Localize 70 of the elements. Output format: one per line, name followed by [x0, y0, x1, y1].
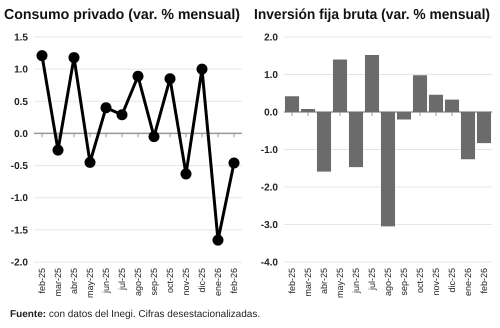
point: [84, 156, 96, 168]
x-tick-label: oct-25: [415, 268, 426, 294]
bar: [364, 55, 380, 112]
y-tick-label: -2.0: [260, 182, 278, 194]
point: [116, 109, 128, 120]
x-tick-label: feb-26: [479, 268, 490, 294]
bar: [444, 100, 460, 112]
point: [228, 158, 240, 168]
x-tick-label: ene-26: [463, 268, 474, 296]
x-tick-label: feb-26: [229, 268, 240, 294]
bar: [300, 109, 316, 112]
point: [164, 73, 176, 84]
y-tick-label: 1.0: [264, 70, 278, 81]
x-tick-label: jun-25: [101, 268, 112, 294]
y-tick-label: 2.0: [264, 32, 278, 44]
bar: [428, 94, 444, 112]
x-tick-label: abr-25: [69, 268, 80, 294]
bar: [284, 96, 300, 112]
bar: [412, 75, 428, 112]
x-tick-label: dic-25: [197, 268, 208, 293]
y-tick-label: -1.0: [10, 193, 28, 204]
x-tick-label: jul-25: [367, 268, 378, 292]
y-tick-label: 1.0: [14, 64, 28, 76]
y-tick-label: 0.0: [14, 128, 28, 140]
point: [52, 144, 64, 156]
y-tick-label: 1.5: [14, 32, 28, 44]
y-tick-label: 0.5: [14, 96, 28, 108]
x-tick-label: jun-25: [351, 268, 362, 294]
chart-title: Consumo privado (var. % mensual): [4, 7, 246, 23]
chart-title: Inversión fija bruta (var. % mensual): [254, 7, 500, 23]
y-tick-label: -0.5: [10, 161, 28, 172]
x-tick-label: may-25: [85, 268, 96, 298]
x-tick-label: feb-25: [287, 268, 298, 294]
x-tick-label: sep-25: [149, 268, 160, 296]
source-note: Fuente: con datos del Inegi. Cifras desestacionalizadas.: [10, 309, 260, 320]
x-tick-label: ago-25: [133, 268, 144, 296]
x-tick-label: mar-25: [53, 268, 64, 297]
x-tick-label: sep-25: [399, 268, 410, 296]
x-tick-label: jul-25: [117, 268, 128, 292]
y-tick-label: -3.0: [260, 220, 278, 231]
x-tick-label: nov-25: [181, 268, 192, 296]
y-tick-label: -1.0: [260, 145, 278, 156]
y-tick-label: 0.0: [264, 108, 278, 118]
y-tick-label: -2.0: [10, 258, 28, 268]
x-tick-label: may-25: [335, 268, 346, 298]
x-tick-label: nov-25: [431, 268, 442, 296]
y-tick-label: -4.0: [260, 258, 278, 268]
bar: [476, 112, 492, 144]
x-tick-label: mar-25: [303, 268, 314, 297]
bar: [380, 112, 396, 226]
point: [212, 234, 224, 246]
bar: [348, 112, 364, 168]
x-tick-label: abr-25: [319, 268, 330, 294]
x-tick-label: ago-25: [383, 268, 394, 296]
bar: [460, 112, 476, 160]
point: [100, 102, 112, 114]
bar: [396, 112, 412, 120]
bar: [332, 60, 348, 112]
point: [36, 50, 48, 62]
bar: [316, 112, 332, 172]
x-tick-label: ene-26: [213, 268, 224, 296]
point: [68, 52, 80, 64]
point: [180, 168, 192, 180]
x-tick-label: dic-25: [447, 268, 458, 293]
x-tick-label: feb-25: [37, 268, 48, 294]
y-tick-label: -1.5: [10, 225, 28, 236]
x-tick-label: oct-25: [165, 268, 176, 294]
point: [148, 131, 160, 142]
point: [132, 70, 144, 82]
point: [196, 64, 208, 75]
